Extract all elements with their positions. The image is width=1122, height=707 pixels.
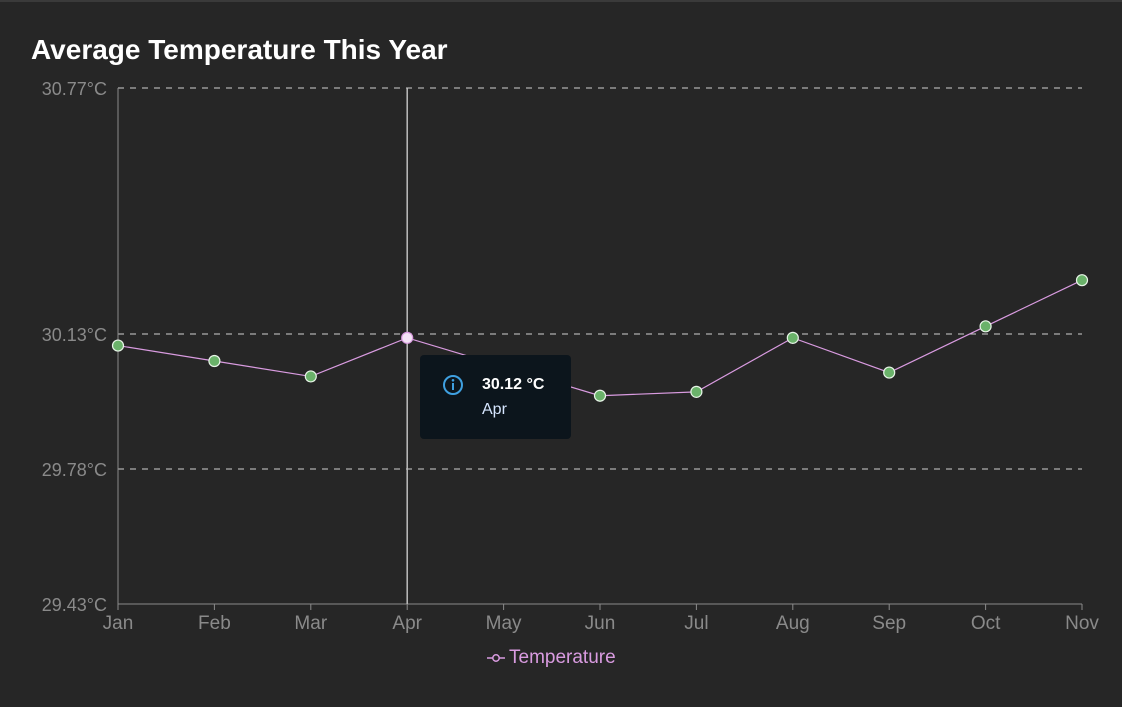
data-points[interactable] (111, 274, 1089, 402)
tooltip-value: 30.12 °C (482, 376, 545, 393)
x-tick-label: Jan (103, 613, 134, 634)
x-tick-label: May (486, 613, 522, 634)
tooltip-label: Apr (482, 401, 507, 418)
data-point-nov[interactable] (1075, 274, 1089, 287)
x-tick-label: Aug (776, 613, 810, 634)
y-tick-label: 30.77°C (42, 79, 107, 99)
data-point-jun[interactable] (593, 389, 607, 402)
data-point-jul[interactable] (690, 385, 703, 398)
data-point-jan[interactable] (111, 339, 125, 352)
chart-title: Average Temperature This Year (31, 34, 448, 65)
axes (117, 88, 1082, 605)
data-point-aug[interactable] (786, 331, 799, 344)
y-axis-ticks: 30.77°C 30.13°C 29.78°C 29.43°C (42, 79, 107, 615)
data-point-apr[interactable] (401, 331, 414, 344)
x-tick-label: Sep (872, 613, 906, 634)
y-tick-label: 29.78°C (42, 460, 107, 480)
series-line (117, 279, 1083, 397)
series-temperature (117, 279, 1083, 397)
data-point-oct[interactable] (979, 320, 992, 333)
data-point-sep[interactable] (883, 366, 896, 379)
y-tick-label: 29.43°C (42, 595, 107, 615)
x-axis-ticks: Jan Feb Mar Apr May Jun Jul Aug Sep Oct Nov (103, 604, 1099, 634)
x-tick-label: Apr (392, 613, 422, 634)
x-tick-label: Feb (198, 613, 231, 634)
info-icon (443, 375, 463, 395)
x-tick-label: Mar (294, 613, 327, 634)
legend-item-temperature[interactable]: Temperature (487, 646, 616, 670)
grid-lines (118, 87, 1082, 470)
tooltip: 30.12 °C Apr (420, 355, 571, 439)
x-tick-label: Jul (684, 613, 708, 634)
legend-line-icon (487, 654, 505, 662)
y-tick-label: 30.13°C (42, 325, 107, 345)
data-point-feb[interactable] (208, 354, 221, 368)
x-tick-label: Oct (971, 613, 1001, 634)
x-tick-label: Nov (1065, 613, 1099, 634)
x-tick-label: Jun (585, 613, 616, 634)
legend-label: Temperature (509, 647, 616, 668)
data-point-mar[interactable] (304, 370, 317, 383)
